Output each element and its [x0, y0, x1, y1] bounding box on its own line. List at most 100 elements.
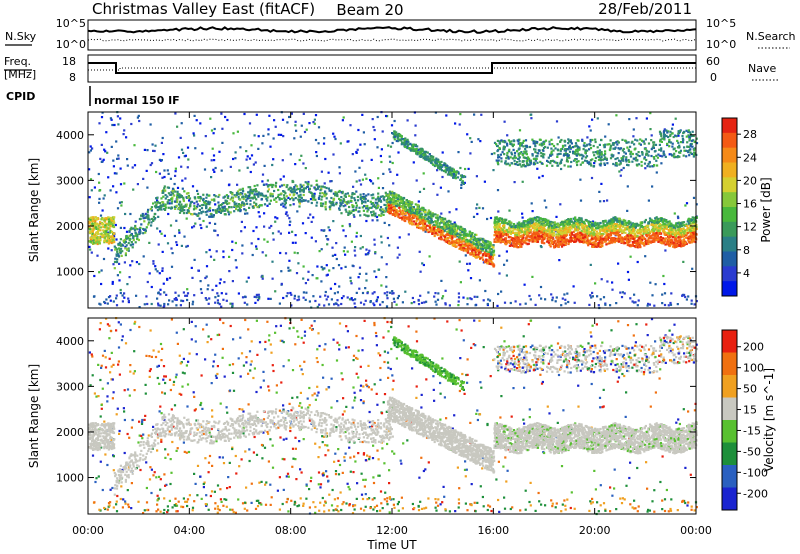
data-cell — [284, 252, 288, 255]
data-cell — [217, 206, 220, 209]
data-cell — [333, 303, 336, 306]
data-cell — [224, 213, 227, 216]
data-cell — [443, 229, 446, 232]
data-cell — [518, 129, 522, 132]
data-cell — [420, 221, 424, 224]
data-cell — [331, 203, 334, 207]
data-cell — [457, 227, 460, 230]
data-cell — [127, 242, 130, 245]
data-cell — [294, 234, 297, 237]
data-cell — [483, 180, 486, 183]
data-cell — [567, 300, 570, 304]
data-cell — [389, 212, 392, 215]
data-cell — [313, 122, 316, 125]
data-cell — [384, 191, 387, 194]
data-cell — [142, 217, 145, 220]
data-cell — [198, 199, 201, 202]
nsky-trace — [87, 26, 697, 34]
data-cell — [539, 234, 542, 237]
data-cell — [435, 157, 438, 160]
data-cell — [393, 209, 396, 212]
data-cell — [422, 228, 425, 231]
data-cell — [208, 203, 211, 206]
data-cell — [431, 232, 434, 235]
data-cell — [404, 137, 407, 140]
data-cell — [581, 138, 584, 141]
data-cell — [328, 269, 331, 272]
data-cell — [641, 238, 644, 242]
data-cell — [379, 199, 382, 202]
data-cell — [251, 192, 254, 195]
data-cell — [651, 185, 654, 188]
data-cell — [460, 246, 463, 249]
data-cell — [391, 292, 394, 295]
data-cell — [661, 302, 664, 305]
data-cell — [140, 214, 143, 217]
data-cell — [366, 292, 369, 295]
data-cell — [507, 155, 510, 158]
data-cell — [663, 128, 666, 131]
data-cell — [303, 130, 307, 134]
data-cell — [473, 247, 476, 250]
data-cell — [388, 197, 391, 200]
data-cell — [403, 139, 406, 142]
data-cell — [445, 225, 448, 228]
data-cell — [687, 237, 690, 240]
data-cell — [395, 193, 398, 196]
data-cell — [454, 227, 457, 230]
data-cell — [448, 242, 451, 245]
data-cell — [552, 244, 555, 247]
data-cell — [164, 189, 167, 192]
data-cell — [655, 222, 658, 225]
data-cell — [645, 224, 648, 227]
data-cell — [424, 230, 427, 233]
data-cell — [333, 135, 336, 138]
data-cell — [312, 121, 315, 124]
data-cell — [316, 265, 319, 268]
data-cell — [620, 238, 623, 241]
data-cell — [251, 190, 254, 193]
data-cell — [338, 166, 341, 169]
data-cell — [464, 236, 467, 239]
data-cell — [356, 195, 359, 198]
data-cell — [410, 302, 413, 305]
data-cell — [120, 247, 123, 250]
data-cell — [486, 262, 489, 265]
data-cell — [255, 226, 258, 229]
data-cell — [128, 276, 131, 279]
data-cell — [488, 242, 491, 245]
data-cell — [622, 223, 625, 226]
data-cell — [440, 160, 443, 163]
data-cell — [418, 155, 421, 158]
data-cell — [167, 202, 170, 205]
data-cell — [418, 151, 421, 154]
data-cell — [465, 238, 468, 241]
cpid-label: CPID — [6, 90, 35, 103]
data-cell — [417, 205, 420, 208]
data-cell — [177, 207, 181, 210]
data-cell — [416, 226, 419, 229]
data-cell — [97, 224, 100, 227]
data-cell — [187, 210, 190, 213]
data-cell — [272, 238, 275, 241]
data-cell — [450, 232, 453, 235]
data-cell — [446, 232, 449, 236]
data-cell — [422, 219, 425, 222]
data-cell — [550, 224, 553, 227]
data-cell — [385, 114, 388, 118]
data-cell — [489, 241, 492, 244]
data-cell — [149, 123, 152, 126]
data-cell — [117, 157, 120, 160]
data-cell — [457, 304, 460, 307]
data-cell — [312, 216, 315, 219]
data-cell — [460, 177, 463, 181]
data-cell — [380, 148, 383, 151]
data-cell — [212, 132, 215, 135]
data-cell — [506, 134, 509, 137]
data-cell — [620, 296, 624, 299]
data-cell — [231, 191, 234, 195]
data-cell — [176, 125, 179, 128]
data-cell — [452, 176, 455, 179]
data-cell — [629, 237, 633, 240]
data-cell — [469, 297, 472, 300]
